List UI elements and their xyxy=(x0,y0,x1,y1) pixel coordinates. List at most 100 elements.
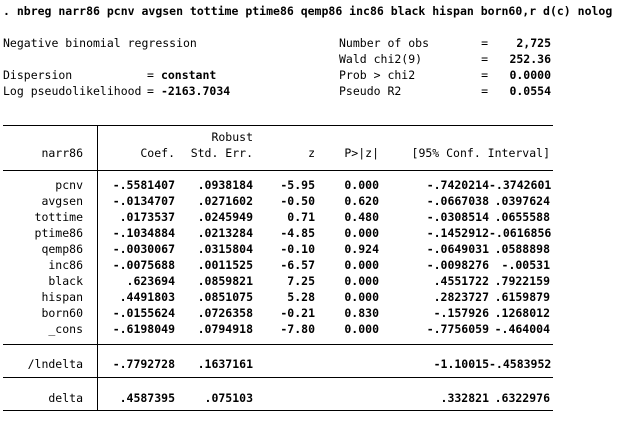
z-cell: 7.25 xyxy=(287,274,315,288)
table-row: avgsen -.0134707 .0271602 -0.50 0.620 -.06670… xyxy=(3,193,553,209)
equals-sign: = xyxy=(481,36,488,50)
stat-log-pseudolikelihood: Log pseudolikelihood = -2163.7034 xyxy=(3,84,231,98)
se-cell: .0938184 xyxy=(197,178,253,192)
z-cell: 5.28 xyxy=(287,290,315,304)
se-cell: .0011525 xyxy=(197,258,253,272)
coef-cell: .4491803 xyxy=(119,290,175,304)
se-cell: .0245949 xyxy=(197,210,253,224)
stat-value: -2163.7034 xyxy=(160,84,231,98)
row-name: born60 xyxy=(41,306,83,320)
ci-low-cell: -.0098276 xyxy=(426,258,489,272)
stat-value: 2,725 xyxy=(516,36,551,50)
model-header: Negative binomial regression Dispersion =… xyxy=(3,35,613,99)
row-name: tottime xyxy=(34,210,83,224)
table-row: delta .4587395 .075103 .332821 .6322976 xyxy=(3,390,553,406)
table-row: _cons -.6198049 .0794918 -7.80 0.000 -.775605… xyxy=(3,321,553,337)
p-cell: 0.620 xyxy=(344,194,379,208)
stat-value: 0.0554 xyxy=(509,84,551,98)
table-header-robust-row: Robust xyxy=(3,129,553,145)
se-type-label: Robust xyxy=(211,130,253,144)
p-cell: 0.924 xyxy=(344,242,379,256)
ci-high-cell: -.4583952 xyxy=(489,357,552,371)
table-row: qemp86 -.0030067 .0315804 -0.10 0.924 -.06490… xyxy=(3,241,553,257)
z-cell: -0.21 xyxy=(280,306,315,320)
coef-cell: -.1034884 xyxy=(112,226,175,240)
z-header: z xyxy=(308,146,315,160)
equals-sign: = xyxy=(481,68,488,82)
row-name: qemp86 xyxy=(41,242,83,256)
z-cell: -5.95 xyxy=(280,178,315,192)
coef-cell: .0173537 xyxy=(119,210,175,224)
p-cell: 0.000 xyxy=(344,322,379,336)
z-cell: -6.57 xyxy=(280,258,315,272)
equals-sign: = xyxy=(147,84,154,98)
row-name: inc86 xyxy=(48,258,83,272)
ci-high-cell: .1268012 xyxy=(494,306,550,320)
ci-low-cell: .4551722 xyxy=(433,274,489,288)
equals-sign: = xyxy=(481,84,488,98)
p-cell: 0.480 xyxy=(344,210,379,224)
table-header: Robust narr86 Coef. Std. Err. z P>|z| [95% Co… xyxy=(3,125,553,170)
ci-high-cell: -.3742601 xyxy=(489,178,552,192)
ci-low-cell: -1.10015 xyxy=(433,357,489,371)
ci-high-cell: -.00531 xyxy=(501,258,550,272)
depvar-label: narr86 xyxy=(41,146,83,160)
ci-high-cell: .7922159 xyxy=(494,274,550,288)
coef-cell: -.6198049 xyxy=(112,322,175,336)
coef-header: Coef. xyxy=(140,146,175,160)
coef-cell: .623694 xyxy=(126,274,175,288)
coef-cell: -.5581407 xyxy=(112,178,175,192)
row-name: avgsen xyxy=(41,194,83,208)
ci-low-cell: -.157926 xyxy=(433,306,489,320)
stat-dispersion: Dispersion = constant xyxy=(3,68,217,82)
z-cell: -4.85 xyxy=(280,226,315,240)
se-cell: .0726358 xyxy=(197,306,253,320)
table-row: /lndelta -.7792728 .1637161 -1.10015 -.45839… xyxy=(3,356,553,372)
coef-table: Robust narr86 Coef. Std. Err. z P>|z| [95% Co… xyxy=(3,125,553,411)
z-cell: 0.71 xyxy=(287,210,315,224)
p-cell: 0.000 xyxy=(344,226,379,240)
table-vertical-divider xyxy=(97,125,98,411)
coef-cell: -.0134707 xyxy=(112,194,175,208)
row-name: black xyxy=(48,274,83,288)
coef-cell: -.0075688 xyxy=(112,258,175,272)
z-cell: -0.10 xyxy=(280,242,315,256)
se-cell: .0794918 xyxy=(197,322,253,336)
se-cell: .0851075 xyxy=(197,290,253,304)
model-stats-block: Number of obs = 2,725 Wald chi2(9) = 252.36 … xyxy=(339,35,551,99)
stat-value: constant xyxy=(160,68,217,82)
ci-high-cell: .6322976 xyxy=(494,391,550,405)
stat-wald-chi2: Wald chi2(9) = 252.36 xyxy=(339,52,551,66)
se-cell: .0315804 xyxy=(197,242,253,256)
table-row: ptime86 -.1034884 .0213284 -4.85 0.000 -.1452… xyxy=(3,225,553,241)
ci-high-cell: .0397624 xyxy=(494,194,550,208)
ci-high-cell: .0655588 xyxy=(494,210,550,224)
table-row: inc86 -.0075688 .0011525 -6.57 0.000 -.009827… xyxy=(3,257,553,273)
table-row: born60 -.0155624 .0726358 -0.21 0.830 -.15792… xyxy=(3,305,553,321)
model-title: Negative binomial regression xyxy=(3,36,197,50)
p-cell: 0.000 xyxy=(344,258,379,272)
se-cell: .0213284 xyxy=(197,226,253,240)
ci-high-cell: .0588898 xyxy=(494,242,550,256)
equals-sign: = xyxy=(147,68,154,82)
coef-cell: .4587395 xyxy=(119,391,175,405)
table-row: tottime .0173537 .0245949 0.71 0.480 -.030851… xyxy=(3,209,553,225)
row-name: pcnv xyxy=(55,178,83,192)
se-cell: .075103 xyxy=(204,391,253,405)
ci-low-cell: .2823727 xyxy=(433,290,489,304)
ci-low-cell: -.7420214 xyxy=(426,178,489,192)
se-cell: .1637161 xyxy=(197,357,253,371)
row-name: ptime86 xyxy=(34,226,83,240)
ci-low-cell: -.0667038 xyxy=(426,194,489,208)
se-cell: .0271602 xyxy=(197,194,253,208)
stat-prob-chi2: Prob > chi2 = 0.0000 xyxy=(339,68,551,82)
ci-low-cell: -.0649031 xyxy=(426,242,489,256)
command-line: . nbreg narr86 pcnv avgsen tottime ptime… xyxy=(3,4,613,18)
coef-cell: -.7792728 xyxy=(112,357,175,371)
delta-section: delta .4587395 .075103 .332821 .6322976 xyxy=(3,377,553,411)
row-name: /lndelta xyxy=(27,357,83,371)
ci-low-cell: -.0308514 xyxy=(426,210,489,224)
lndelta-section: /lndelta -.7792728 .1637161 -1.10015 -.45839… xyxy=(3,344,553,377)
coef-cell: -.0155624 xyxy=(112,306,175,320)
ci-low-cell: .332821 xyxy=(440,391,489,405)
